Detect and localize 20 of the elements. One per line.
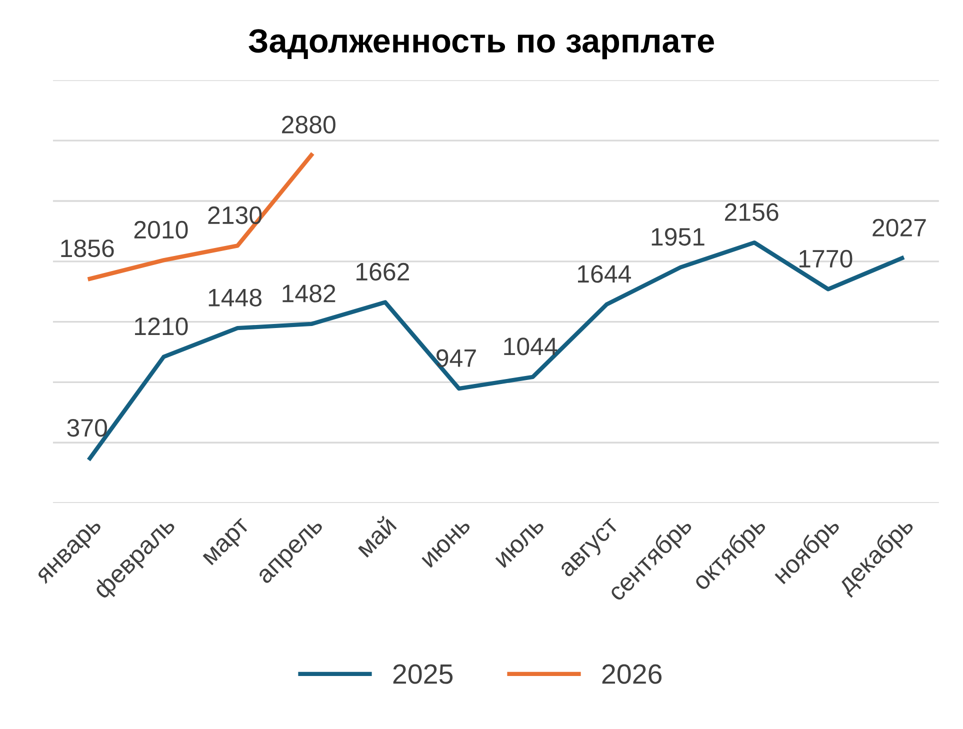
data-label: 1856 <box>61 239 114 258</box>
data-label: 2010 <box>134 220 188 239</box>
legend-label: 2026 <box>602 664 662 684</box>
data-label: 1482 <box>282 284 336 302</box>
data-label: 947 <box>436 349 476 367</box>
data-label: 1662 <box>356 262 409 281</box>
data-label: 370 <box>67 419 107 437</box>
chart-title: Задолженность по зарплате <box>248 29 714 60</box>
legend-label: 2025 <box>393 664 453 684</box>
data-label: 1210 <box>135 318 188 336</box>
data-label: 1644 <box>578 265 631 283</box>
data-label: 2130 <box>208 206 262 224</box>
x-tick-label: май <box>354 515 397 558</box>
data-label: 1951 <box>652 228 704 246</box>
data-label: 2156 <box>725 203 778 221</box>
data-label: 1770 <box>800 250 852 268</box>
data-label: 2880 <box>282 116 336 134</box>
data-label: 1044 <box>504 338 558 356</box>
data-label: 1448 <box>208 288 262 306</box>
data-label: 2027 <box>872 218 926 237</box>
